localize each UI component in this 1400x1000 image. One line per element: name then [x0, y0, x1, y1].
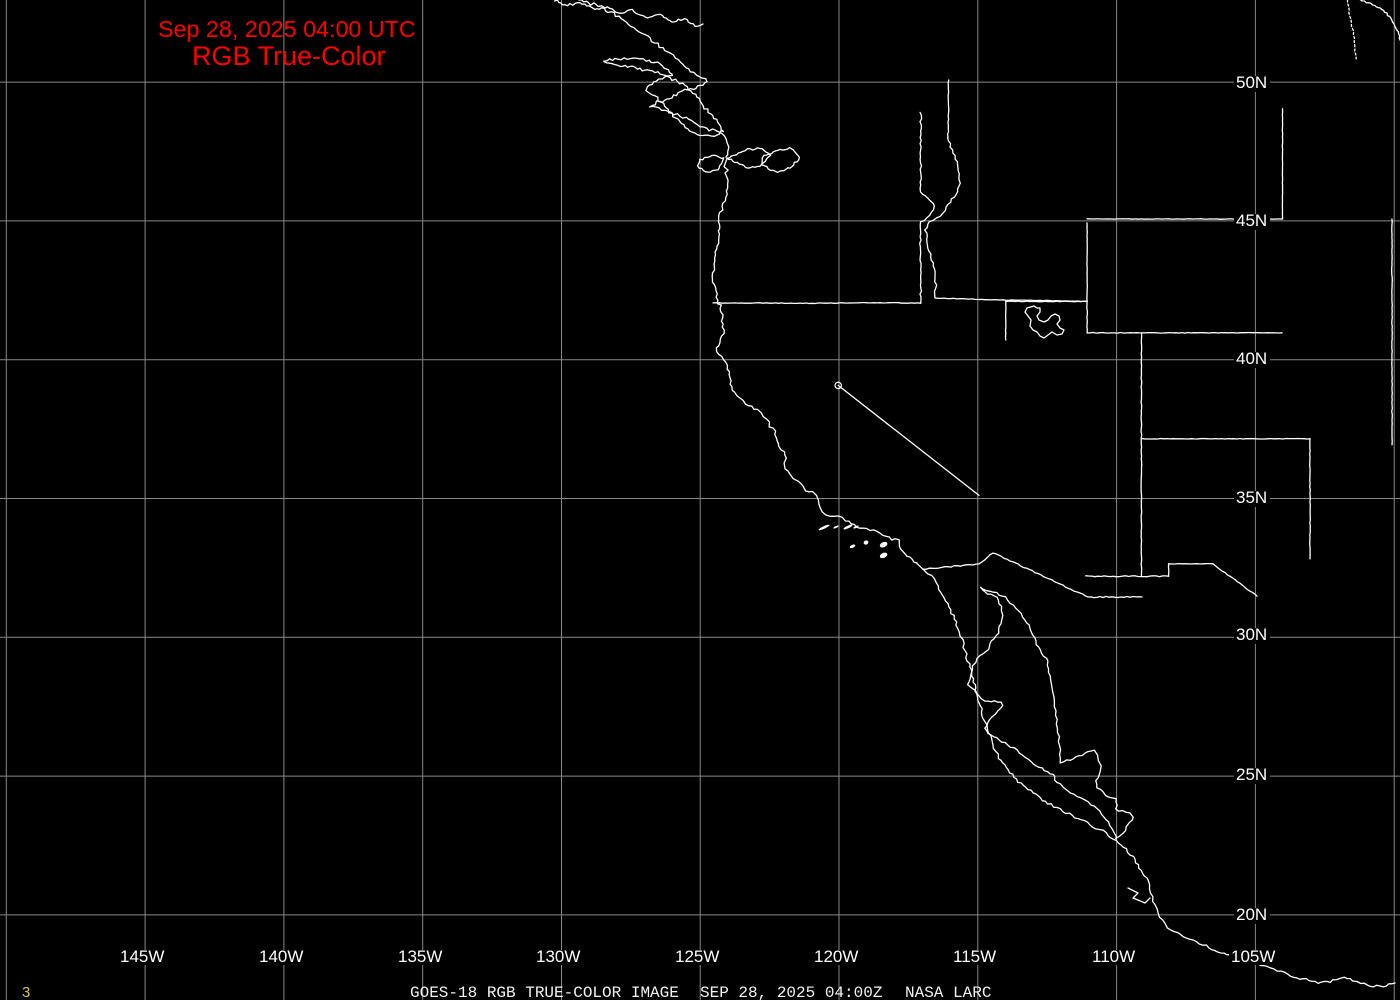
svg-text:40N: 40N: [1236, 349, 1267, 368]
svg-text:3: 3: [22, 984, 30, 1000]
svg-text:110W: 110W: [1092, 947, 1135, 966]
svg-text:115W: 115W: [953, 947, 996, 966]
svg-text:140W: 140W: [259, 947, 303, 966]
svg-text:Sep 28, 2025 04:00 UTC: Sep 28, 2025 04:00 UTC: [158, 16, 416, 42]
svg-text:35N: 35N: [1236, 488, 1267, 507]
svg-text:45N: 45N: [1236, 211, 1267, 230]
svg-text:130W: 130W: [536, 947, 580, 966]
svg-text:RGB True-Color: RGB True-Color: [192, 41, 386, 71]
svg-text:GOES-18 RGB TRUE-COLOR IMAGE: GOES-18 RGB TRUE-COLOR IMAGE: [410, 984, 679, 1000]
svg-text:50N: 50N: [1236, 73, 1267, 92]
svg-text:NASA LARC: NASA LARC: [905, 984, 991, 1000]
svg-text:105W: 105W: [1231, 947, 1275, 966]
svg-text:30N: 30N: [1236, 625, 1267, 644]
svg-text:25N: 25N: [1236, 765, 1267, 784]
svg-text:135W: 135W: [398, 947, 442, 966]
svg-text:20N: 20N: [1236, 905, 1267, 924]
svg-text:125W: 125W: [675, 947, 719, 966]
svg-text:120W: 120W: [814, 947, 858, 966]
svg-text:145W: 145W: [120, 947, 164, 966]
svg-text:SEP 28, 2025 04:00Z: SEP 28, 2025 04:00Z: [700, 984, 883, 1000]
